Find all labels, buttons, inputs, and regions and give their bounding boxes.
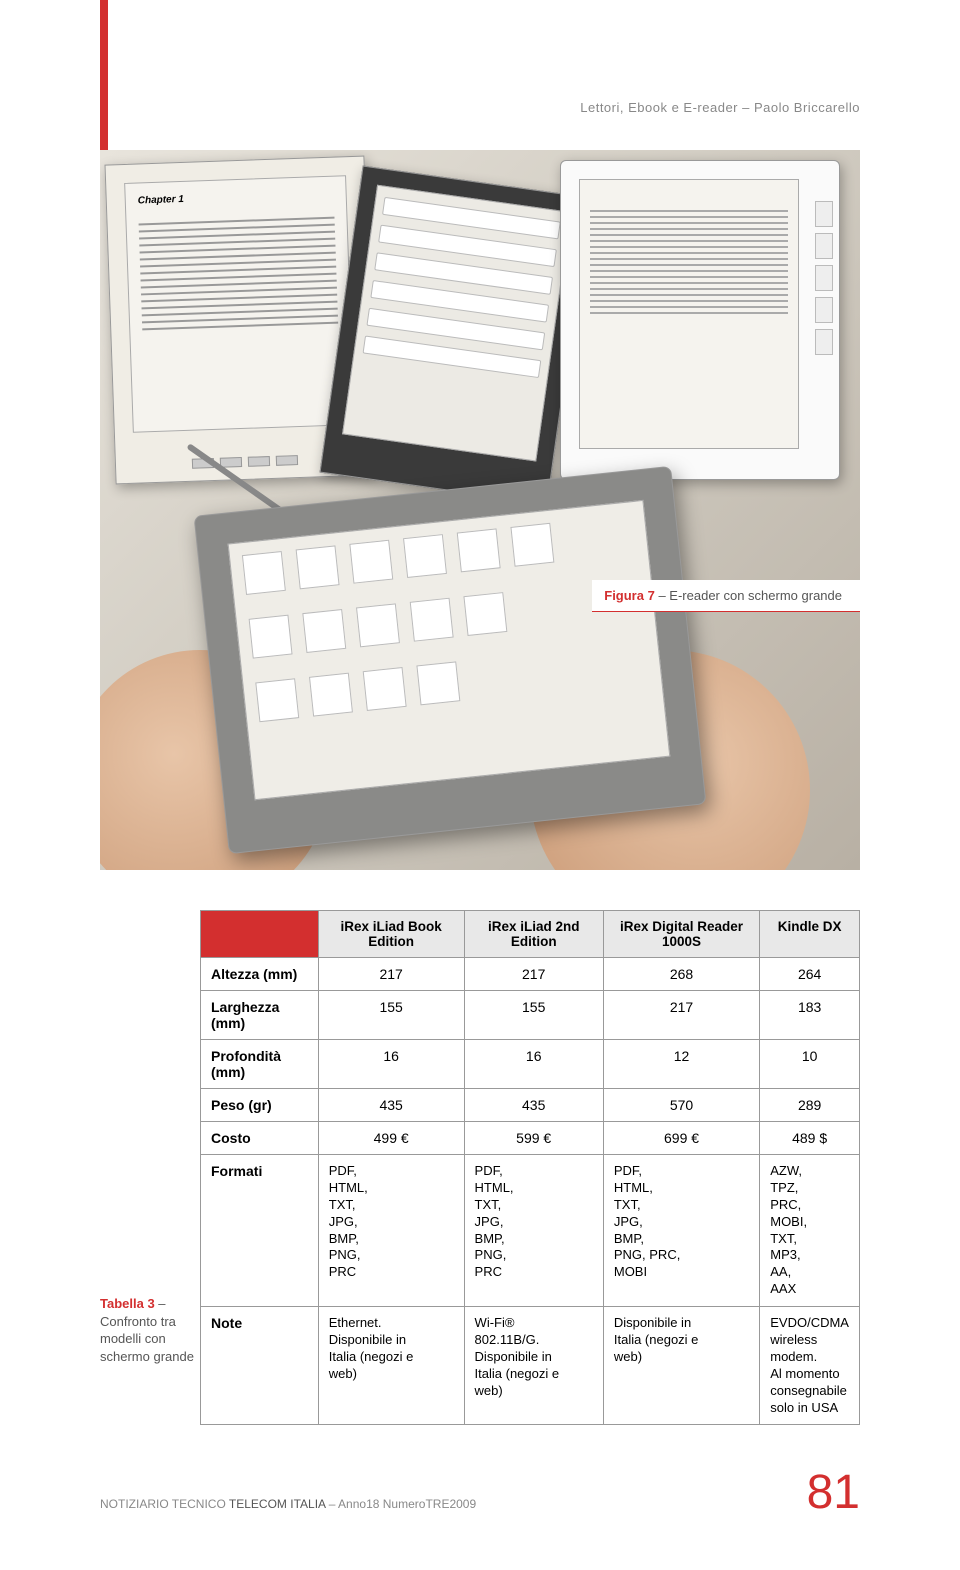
table-col-3: Kindle DX [760,911,860,958]
table-cell: 12 [603,1040,759,1089]
table-cell: 217 [318,958,464,991]
running-head: Lettori, Ebook e E-reader – Paolo Bricca… [580,100,860,115]
table-cell: 217 [464,958,603,991]
footer-strong: TELECOM ITALIA [229,1497,325,1511]
table-caption-label: Tabella 3 [100,1296,155,1311]
table-cell: Wi-Fi® 802.11B/G. Disponibile in Italia … [464,1307,603,1425]
ereader-device-4-held [130,450,750,870]
table-cell: 570 [603,1089,759,1122]
table-row-label: Larghezza (mm) [201,991,319,1040]
figure-caption-text: E-reader con schermo grande [669,588,842,603]
page-number: 81 [807,1465,860,1520]
table-caption-sep: – [155,1296,166,1311]
table-cell: Ethernet. Disponibile in Italia (negozi … [318,1307,464,1425]
table-cell: 16 [318,1040,464,1089]
table-cell: 289 [760,1089,860,1122]
table-cell: 16 [464,1040,603,1089]
table-col-2: iRex Digital Reader 1000S [603,911,759,958]
figure-label: Figura 7 [604,588,655,603]
ereader-device-3 [560,160,840,480]
table-corner [201,911,319,958]
table-cell: 155 [318,991,464,1040]
table-cell: 183 [760,991,860,1040]
footer-text: NOTIZIARIO TECNICO TELECOM ITALIA – Anno… [100,1497,476,1511]
page-footer: NOTIZIARIO TECNICO TELECOM ITALIA – Anno… [100,1465,860,1520]
table-row-label: Costo [201,1122,319,1155]
table-cell: 264 [760,958,860,991]
table-caption-text: Confronto tra modelli con schermo grande [100,1314,194,1364]
table-cell: PDF, HTML, TXT, JPG, BMP, PNG, PRC, MOBI [603,1155,759,1307]
table-row-label: Altezza (mm) [201,958,319,991]
footer-prefix: NOTIZIARIO TECNICO [100,1497,229,1511]
table-cell: 155 [464,991,603,1040]
chapter-label: Chapter 1 [138,194,184,207]
figure-caption: Figura 7 – E-reader con schermo grande [592,580,860,612]
footer-suffix: – Anno18 NumeroTRE2009 [325,1497,476,1511]
comparison-table-wrap: iRex iLiad Book Edition iRex iLiad 2nd E… [200,910,860,1425]
table-row-label: Profondità (mm) [201,1040,319,1089]
table-row-label: Peso (gr) [201,1089,319,1122]
comparison-table: iRex iLiad Book Edition iRex iLiad 2nd E… [200,910,860,1425]
table-row: Peso (gr)435435570289 [201,1089,860,1122]
figure-sep: – [655,588,669,603]
table-caption: Tabella 3 – Confronto tra modelli con sc… [100,1295,210,1365]
table-cell: AZW, TPZ, PRC, MOBI, TXT, MP3, AA, AAX [760,1155,860,1307]
table-col-1: iRex iLiad 2nd Edition [464,911,603,958]
table-cell: 499 € [318,1122,464,1155]
table-cell: EVDO/CDMA wireless modem. Al momento con… [760,1307,860,1425]
table-cell: 699 € [603,1122,759,1155]
table-cell: 489 $ [760,1122,860,1155]
table-cell: Disponibile in Italia (negozi e web) [603,1307,759,1425]
table-cell: 599 € [464,1122,603,1155]
table-row: Larghezza (mm)155155217183 [201,991,860,1040]
table-row: FormatiPDF, HTML, TXT, JPG, BMP, PNG, PR… [201,1155,860,1307]
table-cell: PDF, HTML, TXT, JPG, BMP, PNG, PRC [318,1155,464,1307]
figure-photo: Chapter 1 Figura 7 – E-reader con scherm… [100,150,860,870]
table-cell: 435 [464,1089,603,1122]
table-cell: 435 [318,1089,464,1122]
table-row-label: Formati [201,1155,319,1307]
table-cell: 217 [603,991,759,1040]
table-row: NoteEthernet. Disponibile in Italia (neg… [201,1307,860,1425]
table-cell: PDF, HTML, TXT, JPG, BMP, PNG, PRC [464,1155,603,1307]
table-row: Costo499 €599 €699 €489 $ [201,1122,860,1155]
table-row-label: Note [201,1307,319,1425]
table-body: Altezza (mm)217217268264Larghezza (mm)15… [201,958,860,1425]
table-cell: 268 [603,958,759,991]
table-row: Altezza (mm)217217268264 [201,958,860,991]
table-col-0: iRex iLiad Book Edition [318,911,464,958]
table-row: Profondità (mm)16161210 [201,1040,860,1089]
table-cell: 10 [760,1040,860,1089]
